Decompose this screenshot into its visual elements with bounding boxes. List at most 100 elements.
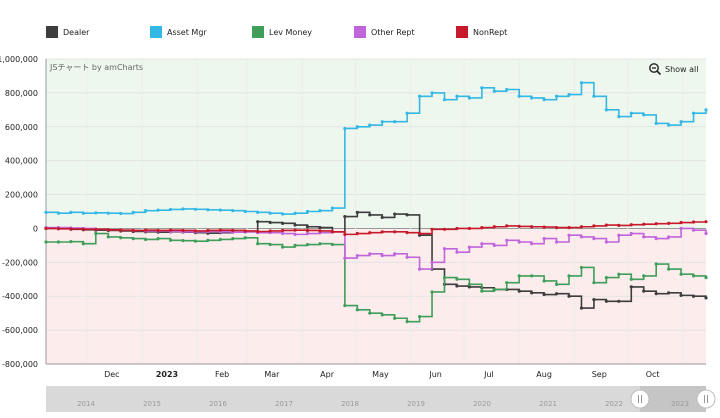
data-point	[293, 232, 297, 236]
data-point	[467, 282, 471, 286]
data-point	[81, 242, 85, 246]
y-tick-label: 600,000	[5, 123, 38, 132]
x-axis: Dec 2023 Feb Mar Apr May Jun Jul Aug Sep Oct	[104, 370, 659, 379]
data-point	[81, 227, 85, 231]
data-point	[218, 237, 222, 242]
data-point	[131, 237, 135, 241]
data-point	[44, 210, 48, 214]
data-point	[505, 238, 509, 242]
chart-credit[interactable]: JSチャート by amCharts	[49, 63, 143, 72]
grip-circle	[696, 389, 716, 409]
data-point	[305, 242, 310, 247]
series-lev-money	[44, 231, 708, 324]
scrollbar-year-label: 2015	[143, 400, 161, 408]
legend-label: Other Rept	[371, 27, 415, 37]
data-point	[642, 113, 646, 117]
data-point	[243, 236, 247, 240]
legend-item-nonrept[interactable]: NonRept	[456, 26, 507, 38]
data-point	[318, 229, 322, 233]
data-point	[567, 225, 571, 230]
data-point	[691, 228, 696, 232]
data-point	[530, 225, 534, 229]
data-point	[256, 229, 260, 234]
show-all-button[interactable]: Show all	[649, 63, 698, 75]
data-point	[368, 252, 372, 256]
x-tick-label: Apr	[320, 370, 335, 379]
data-point	[69, 210, 73, 214]
scrollbar-year-label: 2022	[605, 400, 623, 408]
data-point	[318, 209, 322, 213]
y-axis: 1,000,000 800,000 600,000 400,000 200,000 0 -2…	[0, 55, 706, 369]
data-point	[193, 229, 198, 233]
data-point	[355, 125, 359, 129]
data-point	[293, 243, 297, 247]
data-point	[119, 211, 123, 216]
data-point	[156, 208, 160, 212]
data-point	[467, 285, 471, 289]
legend-item-asset-mgr[interactable]: Asset Mgr	[150, 26, 207, 38]
data-point	[617, 233, 621, 237]
data-point	[106, 211, 110, 215]
data-point	[417, 231, 422, 236]
legend-item-other-rept[interactable]: Other Rept	[354, 26, 415, 38]
x-tick-label: Jun	[428, 370, 442, 379]
data-point	[430, 260, 434, 264]
data-point	[505, 224, 509, 228]
scrollbar-track	[46, 386, 706, 412]
scrollbar-grip[interactable]	[696, 389, 716, 409]
data-point	[268, 220, 272, 225]
series-line	[46, 232, 707, 323]
data-point	[455, 284, 459, 288]
data-point	[542, 98, 546, 102]
data-point	[467, 226, 471, 231]
data-point	[393, 252, 397, 256]
data-point	[305, 228, 310, 233]
data-point	[604, 108, 608, 112]
data-point	[330, 206, 335, 210]
data-point	[530, 274, 534, 278]
data-point	[704, 231, 708, 236]
scrollbar-year-label: 2018	[341, 400, 359, 408]
y-tick-label: 1,000,000	[0, 55, 38, 64]
data-point	[380, 230, 384, 234]
data-point	[343, 232, 347, 236]
data-point	[667, 221, 671, 225]
y-tick-label: -600,000	[2, 326, 38, 335]
data-point	[181, 228, 185, 233]
data-point	[318, 242, 322, 246]
data-point	[69, 227, 73, 231]
data-point	[393, 316, 397, 320]
data-point	[654, 121, 658, 125]
data-point	[119, 236, 123, 240]
data-point	[617, 115, 621, 119]
data-point	[281, 212, 285, 216]
x-tick-label: Sep	[592, 370, 607, 379]
data-point	[393, 230, 397, 234]
data-point	[343, 214, 347, 219]
data-point	[131, 228, 135, 233]
legend-item-dealer[interactable]: Dealer	[46, 26, 89, 38]
data-point	[405, 111, 409, 115]
data-point	[405, 255, 409, 259]
legend-item-lev-money[interactable]: Lev Money	[252, 26, 312, 38]
data-point	[542, 237, 546, 241]
data-point	[44, 240, 48, 244]
x-tick-label: Mar	[264, 370, 280, 379]
data-point	[642, 289, 646, 293]
data-point	[94, 211, 98, 215]
data-point	[168, 238, 173, 242]
scrollbar-grip[interactable]	[630, 389, 650, 409]
data-point	[355, 308, 359, 312]
data-point	[455, 250, 459, 254]
legend-label: Asset Mgr	[167, 27, 207, 37]
scrollbar[interactable]: 2014 2015 2016 2017 2018 2019 2020 2021 2022 2023	[46, 386, 716, 412]
data-point	[604, 223, 608, 227]
data-point	[281, 221, 285, 225]
data-point	[629, 231, 633, 236]
data-point	[405, 231, 409, 235]
scrollbar-selection	[640, 386, 706, 412]
data-point	[281, 228, 285, 233]
x-tick-label: Jul	[483, 370, 494, 379]
data-point	[442, 98, 447, 102]
x-tick-label: Feb	[215, 370, 229, 379]
